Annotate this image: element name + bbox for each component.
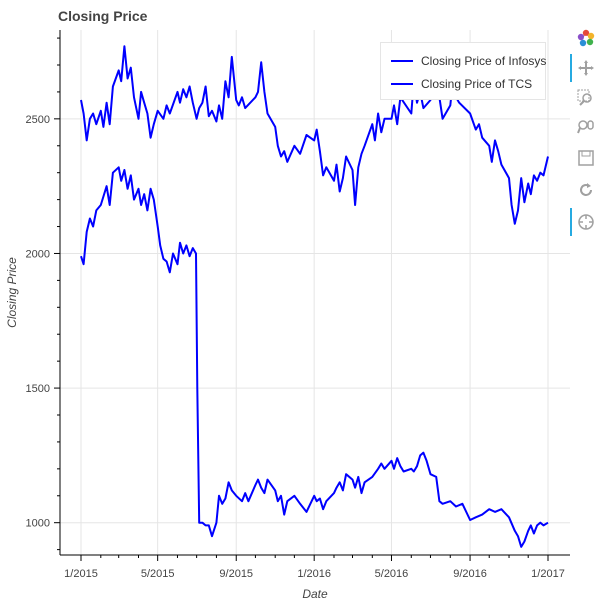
x-axis-label: Date [302, 587, 328, 600]
save-icon[interactable] [574, 146, 598, 170]
series-line-tcs [80, 45, 549, 225]
chart-title: Closing Price [58, 8, 148, 24]
legend: Closing Price of Infosys Closing Price o… [380, 42, 546, 100]
y-tick-label-2: 2000 [26, 248, 50, 260]
bokeh-logo-icon[interactable] [574, 26, 598, 50]
pan-icon[interactable] [570, 54, 598, 82]
box-zoom-icon[interactable] [574, 86, 598, 110]
legend-label-infosys: Closing Price of Infosys [421, 54, 547, 68]
x-tick-label-6: 1/2017 [531, 568, 565, 580]
series-layer [80, 45, 549, 548]
x-tick-label-4: 5/2016 [375, 568, 409, 580]
legend-swatch-infosys [391, 60, 413, 62]
legend-item-infosys[interactable]: Closing Price of Infosys [391, 51, 546, 71]
x-tick-label-2: 9/2015 [219, 568, 253, 580]
y-tick-label-0: 1000 [26, 518, 50, 530]
x-tick-label-1: 5/2015 [141, 568, 175, 580]
x-tick-label-0: 1/2015 [64, 568, 98, 580]
series-line-infosys [80, 166, 549, 548]
y-axis-label: Closing Price [5, 257, 19, 328]
reset-icon[interactable] [574, 178, 598, 202]
toolbar [570, 26, 600, 246]
y-tick-label-3: 2500 [26, 114, 50, 126]
grid [60, 30, 570, 555]
axes: 1/2015 5/2015 9/2015 1/2016 5/2016 9/2016 1/20… [26, 30, 570, 580]
x-tick-label-3: 1/2016 [297, 568, 331, 580]
legend-swatch-tcs [391, 83, 413, 85]
legend-label-tcs: Closing Price of TCS [421, 77, 533, 91]
x-tick-label-5: 9/2016 [453, 568, 487, 580]
hover-icon[interactable] [570, 208, 598, 236]
wheel-zoom-icon[interactable] [574, 116, 598, 140]
legend-item-tcs[interactable]: Closing Price of TCS [391, 74, 532, 94]
y-tick-label-1: 1500 [26, 383, 50, 395]
